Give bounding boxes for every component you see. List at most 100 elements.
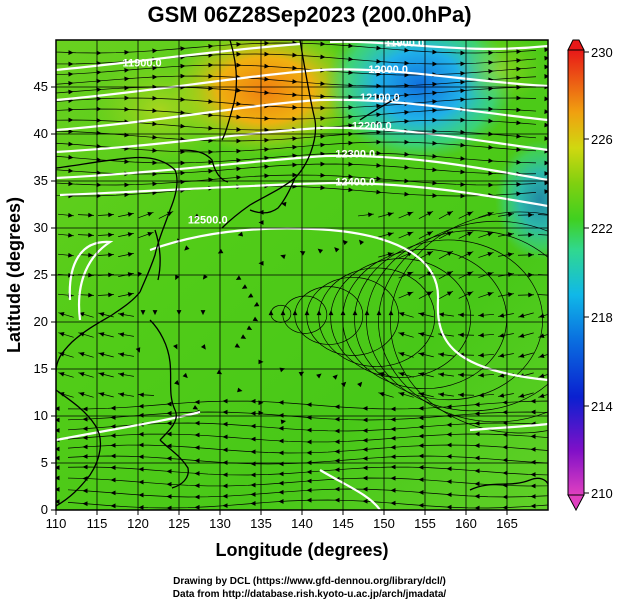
wind-arrow	[96, 157, 102, 162]
wind-arrow	[404, 165, 410, 170]
wind-arrow	[118, 352, 125, 357]
wind-arrow	[118, 372, 125, 377]
contour-label: 11900.0	[385, 38, 424, 50]
y-tick-label: 15	[34, 361, 48, 376]
wind-arrow	[407, 271, 413, 277]
wind-arrow	[474, 493, 480, 499]
wind-arrow	[320, 116, 326, 121]
wind-arrow	[278, 450, 284, 456]
contour-label: 12400.0	[335, 177, 375, 189]
wind-arrow	[404, 110, 410, 115]
wind-arrow	[544, 189, 548, 195]
wind-arrow	[180, 123, 186, 129]
wind-arrow	[418, 405, 424, 411]
wind-arrow	[334, 404, 340, 410]
streamline	[537, 254, 548, 256]
wind-arrow	[362, 486, 368, 492]
wind-arrow	[124, 106, 130, 112]
wind-arrow	[342, 239, 348, 246]
wind-arrow	[379, 372, 385, 377]
wind-arrow	[280, 254, 286, 260]
wind-arrow	[208, 62, 214, 68]
wind-arrow	[138, 466, 144, 472]
wind-arrow	[446, 271, 453, 277]
wind-arrow	[487, 211, 493, 217]
wind-arrow	[278, 480, 284, 486]
wind-arrow	[127, 212, 134, 217]
wind-arrow	[82, 435, 88, 441]
wind-arrow	[82, 488, 88, 494]
wind-arrow	[544, 122, 548, 128]
wind-arrow	[376, 189, 382, 195]
wind-arrow	[418, 464, 424, 470]
streamline	[56, 130, 537, 142]
wind-arrow	[79, 352, 85, 357]
wind-arrow	[518, 333, 525, 338]
colorbar-tick-label: 218	[591, 310, 613, 325]
wind-arrow	[124, 159, 130, 164]
streamline	[56, 152, 537, 164]
wind-arrow	[544, 74, 548, 79]
wind-arrow	[548, 253, 553, 258]
wind-arrow	[460, 182, 466, 187]
wind-arrow	[548, 273, 553, 278]
wind-arrow	[516, 58, 522, 63]
colorbar: 210 214 218 222 226 230	[567, 39, 613, 512]
wind-arrow	[264, 127, 270, 133]
x-tick-label: 160	[455, 516, 477, 531]
wind-arrow	[418, 443, 424, 449]
streamline	[306, 276, 400, 356]
wind-arrow	[96, 87, 102, 93]
wind-arrow	[460, 156, 466, 161]
wind-arrow	[460, 142, 466, 148]
wind-arrow	[166, 494, 172, 499]
wind-arrow	[418, 502, 424, 508]
streamline	[56, 97, 537, 109]
wind-arrow	[306, 427, 312, 433]
wind-arrow	[474, 431, 480, 437]
y-tick-label: 5	[41, 455, 48, 470]
wind-arrow	[96, 60, 102, 66]
wind-arrow	[516, 107, 522, 113]
wind-arrow	[68, 129, 74, 134]
wind-arrow	[127, 252, 134, 257]
wind-arrow	[82, 501, 88, 507]
wind-arrow	[516, 159, 522, 165]
wind-arrow	[334, 486, 340, 492]
streamline	[537, 234, 548, 236]
wind-arrow	[166, 420, 172, 426]
wind-arrow	[110, 443, 116, 448]
wind-arrow	[446, 404, 452, 410]
wind-arrow	[208, 159, 214, 165]
height-contour	[149, 227, 548, 382]
streamline	[366, 230, 548, 412]
cold-anomaly-east	[495, 140, 548, 260]
wind-arrow	[278, 438, 284, 444]
wind-arrow	[208, 112, 214, 118]
wind-arrow	[367, 212, 374, 218]
wind-arrow	[418, 332, 425, 337]
wind-arrow	[82, 454, 88, 459]
x-tick-label: 155	[414, 516, 436, 531]
wind-arrow	[474, 505, 480, 510]
streamline	[56, 185, 537, 197]
wind-arrow	[502, 420, 508, 426]
wind-arrow	[138, 479, 144, 485]
wind-arrow	[166, 481, 172, 487]
wind-arrow	[292, 105, 298, 110]
wind-arrow	[467, 211, 473, 217]
wind-arrow	[530, 434, 536, 439]
wind-arrow	[96, 193, 102, 199]
wind-arrow	[446, 211, 453, 217]
wind-arrow	[507, 252, 514, 257]
wind-arrow	[376, 58, 382, 64]
wind-arrow	[376, 150, 382, 156]
wind-arrow	[236, 101, 242, 107]
wind-arrow	[208, 168, 214, 174]
wind-arrow	[348, 140, 354, 146]
wind-arrow	[518, 313, 525, 318]
streamline	[67, 422, 548, 432]
wind-arrow	[264, 173, 270, 179]
y-axis-title: Latitude (degrees)	[4, 197, 24, 353]
